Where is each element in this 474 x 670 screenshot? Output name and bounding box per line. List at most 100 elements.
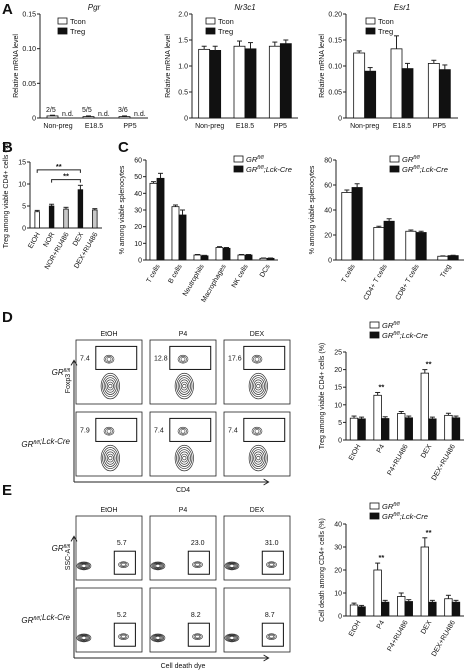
- legend-grlck-swatch: [389, 165, 400, 173]
- legend-treg-label: Treg: [218, 27, 233, 36]
- y-tick-label: 80: [324, 158, 332, 165]
- chart-title: Nr3c1: [234, 3, 255, 12]
- nd-annotation: n.d.: [62, 111, 74, 118]
- x-tick-label: T cells: [146, 263, 162, 284]
- density-contour: [193, 634, 202, 640]
- bar: [451, 601, 461, 617]
- chart-a2: 0 0.5 1.0 1.5 2.0 Relative mRNA level Nr3c1 Non…: [165, 3, 298, 130]
- panel-label-e: E: [2, 482, 12, 499]
- flow-row-label: GRfl/fl;Lck-Cre: [21, 613, 70, 625]
- flow-plot: [75, 515, 143, 581]
- bar: [349, 604, 359, 617]
- x-tick-label: E18.5: [393, 123, 411, 130]
- y-tick-label: 30: [134, 208, 142, 215]
- density-contour: [179, 427, 187, 435]
- legend-treg-swatch: [57, 27, 68, 35]
- gate: [169, 417, 212, 442]
- gate-percentage: 17.6: [228, 355, 242, 362]
- y-tick-label: 0.5: [178, 90, 188, 97]
- bar: [353, 52, 366, 119]
- density-contour: [254, 381, 262, 391]
- legend-tcon-label: Tcon: [218, 17, 234, 26]
- x-tick-label: NOR: [42, 232, 56, 249]
- bar: [404, 601, 413, 617]
- x-tick-label: EtOH: [348, 444, 363, 462]
- bar: [451, 417, 461, 441]
- gate-percentage: 5.7: [117, 540, 127, 547]
- x-tick-label: Non-preg: [43, 123, 72, 130]
- sig-stars: **: [56, 162, 62, 171]
- gate: [187, 622, 210, 647]
- y-tick-label: 5: [338, 420, 342, 427]
- density-contour: [225, 634, 239, 642]
- density-contour: [182, 383, 187, 389]
- y-tick-label: 0.05: [22, 81, 36, 88]
- density-contour: [103, 449, 117, 467]
- density-contour: [228, 635, 236, 641]
- density-contour: [180, 453, 188, 463]
- x-tick-label: DEX: [72, 231, 85, 247]
- density-contour: [182, 455, 187, 461]
- density-contour: [226, 634, 237, 642]
- bar: [92, 209, 98, 229]
- legend-gr-label: GRfl/fl: [382, 321, 401, 330]
- bar: [118, 116, 131, 119]
- y-tick-label: 0.15: [328, 38, 342, 45]
- density-contour: [229, 563, 235, 568]
- density-contour: [150, 561, 166, 571]
- gate: [113, 622, 136, 647]
- density-contour: [151, 634, 165, 642]
- density-contour: [105, 427, 113, 435]
- density-contour: [192, 561, 203, 568]
- bar: [397, 413, 406, 441]
- gate-percentage: 7.4: [80, 355, 90, 362]
- y-tick-label: 20: [334, 568, 342, 575]
- x-tick-label: PP5: [123, 123, 136, 130]
- bar: [46, 115, 59, 119]
- bar: [63, 208, 69, 229]
- legend-grlck-label: GRfl/fl;Lck-Cre: [246, 165, 292, 174]
- y-tick-label: 15: [18, 160, 26, 167]
- density-contour: [100, 444, 120, 472]
- x-tick-label: Non-preg: [350, 123, 379, 130]
- density-contour: [266, 561, 277, 568]
- density-contour: [105, 355, 113, 363]
- density-contour: [179, 451, 190, 465]
- flow-plot: [149, 339, 217, 405]
- gate: [95, 345, 138, 370]
- density-contour: [80, 563, 88, 569]
- bar: [373, 227, 385, 261]
- arrow-head: [70, 359, 78, 366]
- legend-gr-swatch: [389, 155, 400, 163]
- bar: [198, 48, 211, 119]
- x-tick-label: DEX: [420, 619, 433, 635]
- flow-x-label: CD4: [176, 487, 190, 494]
- x-tick-label: CD4+ T cells: [363, 263, 389, 302]
- density-contour: [254, 453, 262, 463]
- bar: [48, 205, 55, 229]
- sig-stars: **: [426, 360, 432, 369]
- flow-column-label: DEX: [250, 331, 265, 338]
- chart-c1: 0 10 20 30 40 50 60 % among viable splenocytes T…: [119, 155, 292, 304]
- density-contour: [154, 563, 162, 569]
- density-contour: [177, 354, 189, 364]
- x-tick-label: Non-preg: [195, 123, 224, 130]
- density-contour: [174, 372, 194, 400]
- e-flow-grid: EtOH P4 DEX GRfl/fl 5.7 23.0 31.0 GRfl/fl;Lck-C…: [21, 507, 291, 670]
- density-contour: [195, 562, 201, 567]
- density-contour: [77, 634, 91, 642]
- bar: [222, 247, 231, 261]
- x-tick-label: PP5: [433, 123, 446, 130]
- density-contour: [195, 634, 201, 639]
- density-contour: [226, 562, 237, 570]
- density-contour: [154, 635, 162, 641]
- x-tick-label: DEX: [420, 443, 433, 459]
- density-contour: [224, 633, 240, 643]
- bar: [171, 206, 180, 261]
- flow-y-label: SSC-A: [65, 548, 72, 570]
- density-contour: [121, 634, 127, 639]
- x-tick-label: T cells: [341, 263, 357, 284]
- bar: [178, 214, 187, 261]
- density-contour: [248, 372, 268, 400]
- density-contour: [150, 633, 166, 643]
